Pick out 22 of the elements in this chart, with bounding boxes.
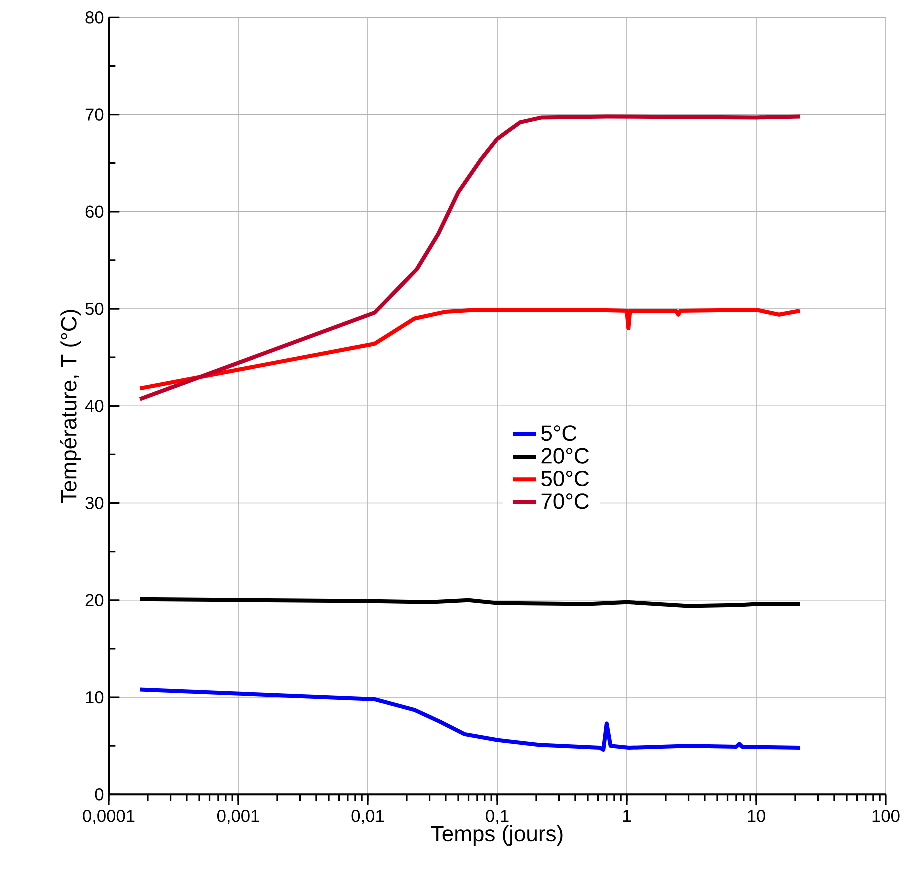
x-tick-label: 10 xyxy=(748,810,766,822)
x-tick-label: 0,001 xyxy=(217,810,260,825)
y-tick-label: 80 xyxy=(86,12,104,24)
y-tick-label: 0 xyxy=(95,788,104,801)
y-tick-label: 60 xyxy=(86,206,104,218)
y-tick-label: 30 xyxy=(86,497,104,510)
legend-label: 50°C xyxy=(542,471,590,487)
y-tick-label: 70 xyxy=(86,108,104,122)
legend-label: 5°C xyxy=(542,426,577,442)
x-tick-label: 1 xyxy=(623,810,631,822)
y-tick-label: 20 xyxy=(86,594,104,607)
y-tick-label: 50 xyxy=(86,303,104,316)
x-tick-label: 0,1 xyxy=(486,810,509,825)
legend-label: 70°C xyxy=(542,494,590,510)
y-tick-label: 40 xyxy=(85,400,104,412)
legend-label: 20°C xyxy=(542,448,590,464)
x-tick-label: 0,0001 xyxy=(83,810,135,825)
x-tick-label: 100 xyxy=(872,810,900,822)
x-tick-label: 0,01 xyxy=(352,810,384,825)
y-tick-label: 10 xyxy=(86,692,104,704)
y-axis-title: Température, T (°C) xyxy=(60,310,82,504)
x-axis-title: Temps (jours) xyxy=(431,826,563,846)
